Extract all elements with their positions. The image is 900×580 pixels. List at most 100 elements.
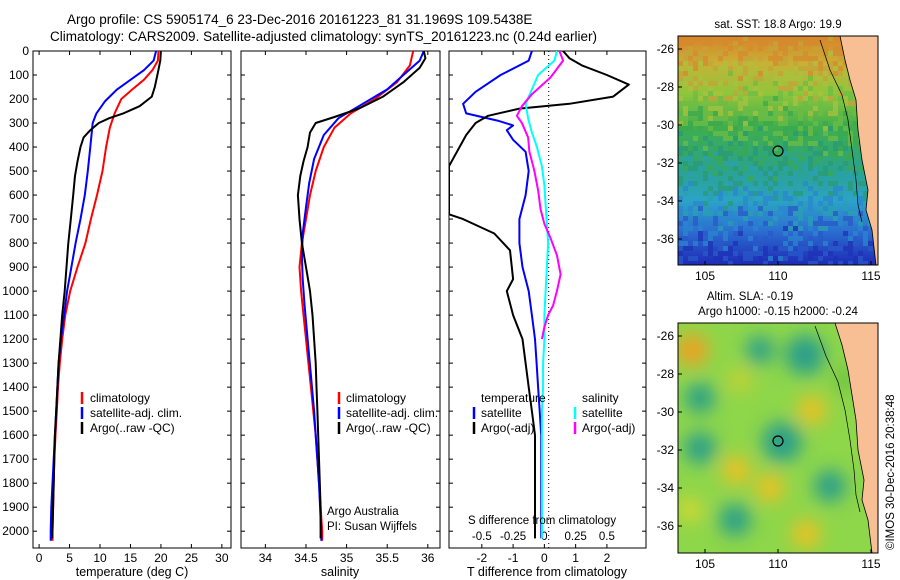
series-line-argo-raw-qc- (51, 51, 162, 539)
temperature-xlabel: temperature (deg C) (76, 565, 189, 579)
map-lat-label: -30 (657, 405, 675, 419)
y-tick-label: 1000 (2, 284, 29, 298)
sla-map (678, 323, 878, 553)
sla-map-title-2: Argo h1000: -0.15 h2000: -0.24 (698, 306, 858, 318)
legend-label-argo: Argo(..raw -QC) (90, 421, 175, 435)
y-tick-label: 200 (9, 92, 29, 106)
y-tick-label: 1400 (2, 380, 29, 394)
legend-label-satellite: satellite-adj. clim. (346, 406, 438, 420)
pi-label: PI: Susan Wijffels (327, 521, 417, 533)
difference-legend: temperature satellite Argo(-adj) salinit… (472, 391, 635, 435)
series-line-climatology (298, 51, 415, 541)
x-tick-label: -1 (508, 551, 519, 565)
s-tick-label: 0.5 (599, 531, 615, 543)
series-line-climatology (51, 51, 160, 541)
legend-label-t-satellite: satellite (481, 406, 522, 420)
map-lon-label: 110 (768, 557, 787, 571)
header-line-2: Climatology: CARS2009. Satellite-adjuste… (50, 29, 597, 44)
x-tick-label: 2 (604, 551, 611, 565)
map-lat-label: -26 (657, 329, 675, 343)
y-tick-label: 2000 (2, 524, 29, 538)
series-line-argo-raw-qc- (296, 51, 427, 539)
map-lon-label: 110 (768, 269, 787, 283)
sst-map-title: sat. SST: 18.8 Argo: 19.9 (714, 19, 841, 31)
x-tick-label: 34 (259, 551, 273, 565)
map-lat-label: -36 (657, 232, 675, 246)
x-tick-label: 35.5 (376, 551, 400, 565)
map-lat-label: -32 (657, 156, 675, 170)
s-tick-label: -0.5 (472, 531, 492, 543)
legend-title-salinity: salinity (582, 391, 619, 405)
salinity-xlabel: salinity (321, 565, 360, 579)
temperature-legend: climatology satellite-adj. clim. Argo(..… (80, 391, 182, 435)
s-tick-label: -0.25 (500, 531, 526, 543)
x-tick-label: 1 (572, 551, 579, 565)
difference-xlabel: T difference from climatology (467, 565, 628, 579)
difference-axes (448, 50, 647, 549)
credit-label: ©IMOS 30-Dec-2016 20:38:48 (885, 394, 897, 550)
series-line-argo-adj- (449, 51, 630, 539)
map-lat-label: -32 (657, 443, 675, 457)
x-tick-label: 36 (421, 551, 435, 565)
salinity-axes (240, 50, 441, 549)
y-tick-label: 700 (9, 212, 29, 226)
map-lat-label: -30 (657, 118, 675, 132)
series-line-satellite-adj-clim- (300, 51, 425, 541)
x-tick-label: 15 (124, 551, 138, 565)
map-lon-label: 105 (695, 557, 715, 571)
series-line-satellite-adj-clim- (49, 51, 158, 541)
header-line-1: Argo profile: CS 5905174_6 23-Dec-2016 2… (67, 12, 532, 27)
sla-map-title-1: Altim. SLA: -0.19 (707, 291, 793, 303)
x-tick-label: 0 (541, 551, 548, 565)
salinity-legend: climatology satellite-adj. clim. Argo(..… (337, 391, 438, 435)
x-tick-label: 20 (154, 551, 168, 565)
x-tick-label: -2 (476, 551, 487, 565)
temperature-axes (32, 50, 232, 549)
x-tick-label: 0 (36, 551, 43, 565)
map-lon-label: 115 (861, 557, 880, 571)
legend-title-temperature: temperature (481, 391, 546, 405)
map-lat-label: -26 (657, 42, 675, 56)
map-lat-label: -36 (657, 519, 675, 533)
y-tick-label: 1500 (2, 404, 29, 418)
x-tick-label: 25 (185, 551, 199, 565)
y-tick-label: 100 (9, 68, 29, 82)
y-tick-label: 600 (9, 188, 29, 202)
y-tick-label: 1900 (2, 500, 29, 514)
sst-map (678, 36, 878, 265)
legend-label-climatology: climatology (346, 391, 406, 405)
s-tick-label: 0 (541, 531, 547, 543)
legend-label-climatology: climatology (90, 391, 150, 405)
y-tick-label: 1200 (2, 332, 29, 346)
x-tick-label: 34.5 (294, 551, 318, 565)
legend-label-t-argo: Argo(-adj) (481, 421, 534, 435)
y-tick-label: 900 (9, 260, 29, 274)
legend-label-s-argo: Argo(-adj) (582, 421, 635, 435)
y-tick-label: 0 (22, 44, 29, 58)
y-tick-label: 400 (9, 140, 29, 154)
institution-label: Argo Australia (327, 506, 399, 518)
legend-label-satellite: satellite-adj. clim. (90, 406, 182, 420)
y-tick-label: 500 (9, 164, 29, 178)
y-tick-label: 1800 (2, 476, 29, 490)
y-tick-label: 1700 (2, 452, 29, 466)
x-tick-label: 30 (215, 551, 229, 565)
x-tick-label: 5 (66, 551, 73, 565)
map-lon-label: 115 (861, 269, 880, 283)
y-tick-label: 1100 (3, 308, 29, 322)
x-tick-label: 35 (340, 551, 354, 565)
series-line-argo-adj- (515, 51, 565, 340)
y-tick-label: 300 (9, 116, 29, 130)
map-lat-label: -28 (657, 80, 675, 94)
map-lon-label: 105 (695, 269, 715, 283)
argo-location-marker-sla (772, 435, 784, 447)
map-lat-label: -34 (657, 194, 675, 208)
series-line-satellite (524, 51, 558, 539)
legend-label-argo: Argo(..raw -QC) (346, 421, 431, 435)
map-lat-label: -28 (657, 367, 675, 381)
y-tick-label: 1600 (2, 428, 29, 442)
argo-location-marker (772, 145, 784, 157)
s-axis-title: S difference from climatology (468, 515, 616, 527)
x-tick-label: 10 (93, 551, 107, 565)
